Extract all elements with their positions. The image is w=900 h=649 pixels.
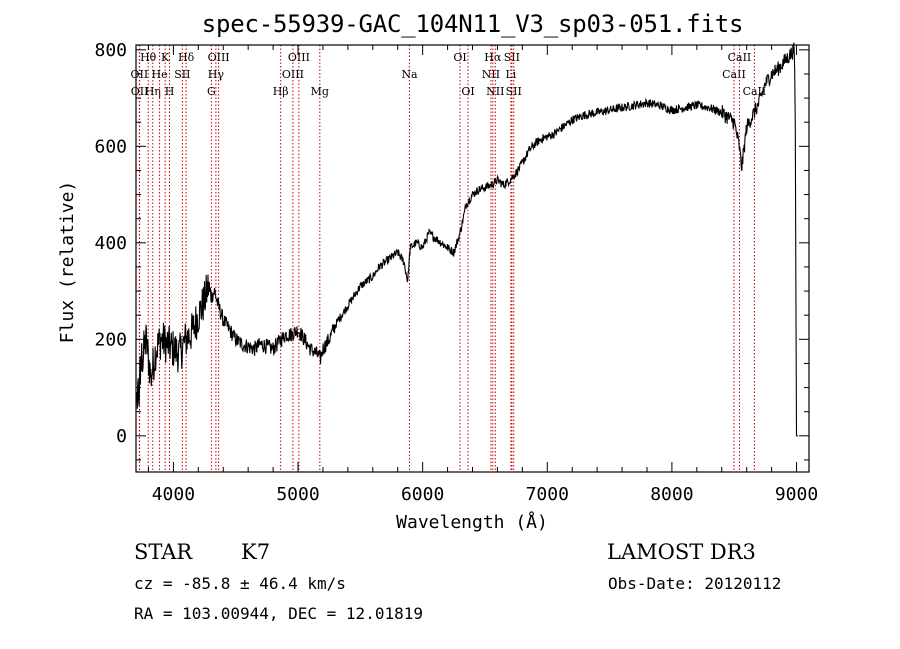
line-marker-label-17: OI [453,51,466,64]
spectrum [135,42,798,437]
line-marker-label-24: SII [506,85,522,98]
line-marker-label-16: Na [401,68,418,81]
line-marker-label-22: Li [505,68,516,81]
y-tick-label: 200 [94,329,127,350]
line-marker-label-9: G [207,85,216,98]
y-tick-label: 800 [94,40,127,61]
line-marker-label-4: He [152,68,168,81]
y-tick-label: 400 [94,233,127,254]
line-marker-label-21: NII [486,85,504,98]
line-marker-label-15: Mg [311,85,329,98]
y-axis-label: Flux (relative) [57,181,78,344]
object-class: STAR [134,540,193,564]
line-markers: HθOIIOIIHηHeKHSIIHδGHγOIIIHβOIIIOIIIMgNa… [131,45,766,472]
x-tick-label: 8000 [650,484,693,505]
line-marker-label-10: Hγ [208,68,225,81]
y-tick-label: 600 [94,136,127,157]
line-marker-label-25: CaII [722,68,746,81]
y-tick-label: 0 [116,426,127,447]
x-tick-label: 9000 [775,484,818,505]
line-marker-label-3: Hη [145,85,161,98]
axes: 4000 5000 6000 7000 8000 9000 0 200 400 600 800 [94,40,818,505]
line-marker-label-19: NII [482,68,500,81]
redshift-cz: cz = -85.8 ± 46.4 km/s [134,574,346,593]
x-tick-label: 7000 [526,484,569,505]
line-marker-label-11: OIII [208,51,230,64]
line-marker-label-6: H [165,85,175,98]
line-marker-label-26: CaII [728,51,752,64]
line-marker-label-13: OIII [282,68,304,81]
line-marker-label-20: Hα [484,51,502,64]
line-marker-label-12: Hβ [273,85,289,98]
line-marker-label-2: OII [131,85,149,98]
x-tick-label: 6000 [401,484,444,505]
x-tick-label: 4000 [152,484,195,505]
line-marker-label-7: SII [174,68,190,81]
x-axis-label: Wavelength (Å) [396,511,548,533]
line-marker-label-5: K [161,51,170,64]
x-tick-label: 5000 [276,484,319,505]
line-marker-label-8: Hδ [178,51,195,64]
subclass: K7 [241,540,271,564]
line-marker-label-14: OIII [288,51,310,64]
obs-date: Obs-Date: 20120112 [608,574,782,593]
line-marker-label-23: SII [504,51,520,64]
survey-name: LAMOST DR3 [607,540,756,564]
line-marker-label-0: Hθ [140,51,157,64]
spectrum-line [135,42,798,437]
page-title: spec-55939-GAC_104N11_V3_sp03-051.fits [201,10,744,38]
line-marker-label-18: OI [461,85,474,98]
ra-dec: RA = 103.00944, DEC = 12.01819 [134,604,423,623]
